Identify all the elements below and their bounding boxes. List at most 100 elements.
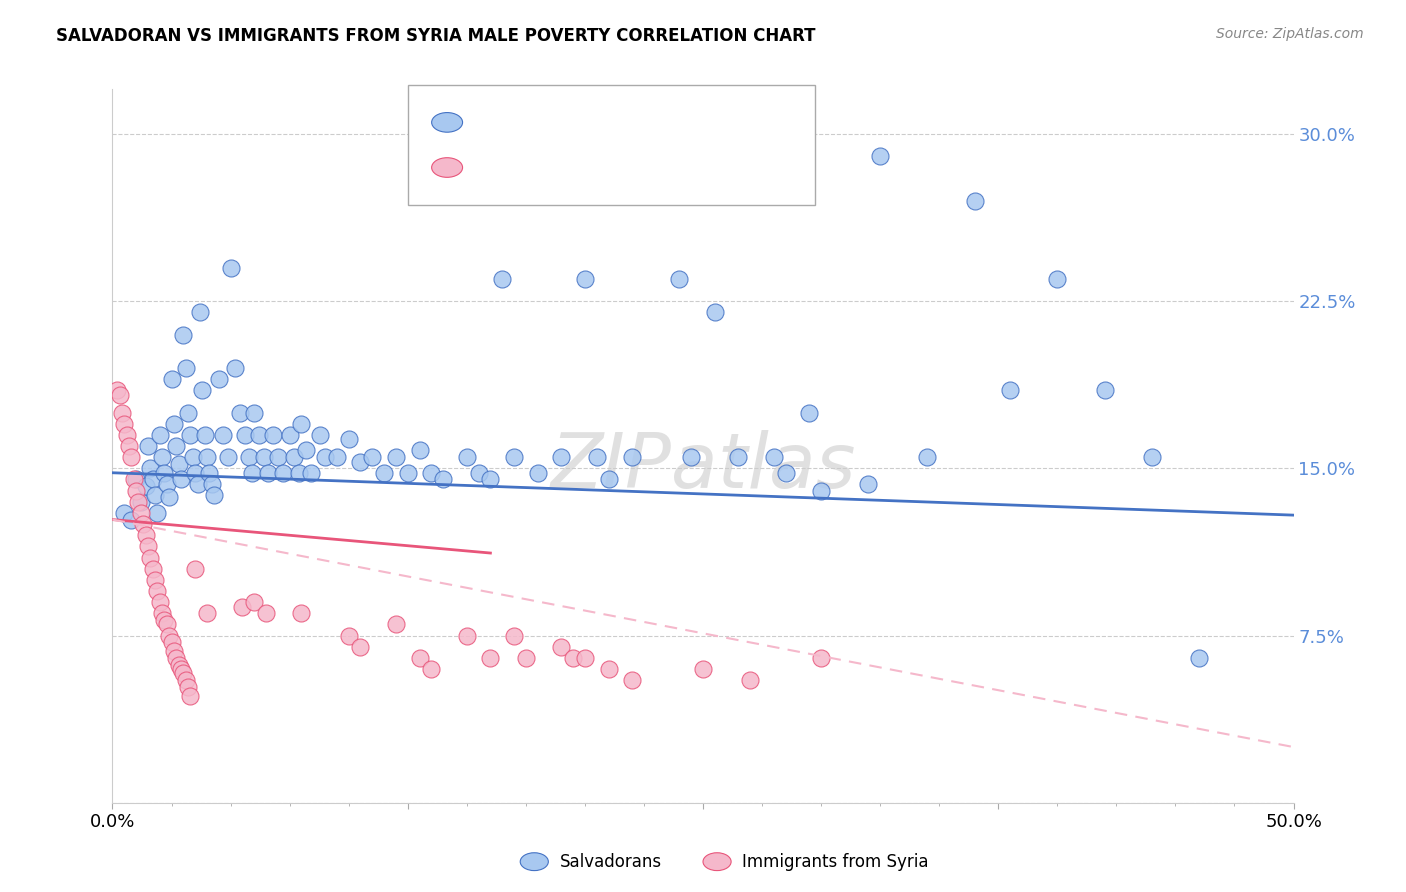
Point: [202, 488, 225, 502]
Point: [243, 595, 266, 609]
Point: [150, 607, 173, 621]
Point: [326, 450, 349, 465]
Point: [153, 466, 176, 480]
Point: [295, 443, 318, 458]
Point: [337, 628, 360, 642]
Point: [267, 450, 290, 465]
Point: [703, 305, 725, 319]
Point: [120, 450, 142, 465]
Point: [111, 405, 134, 420]
Point: [288, 466, 311, 480]
Point: [283, 450, 305, 465]
Point: [179, 427, 201, 442]
Point: [127, 494, 149, 508]
Point: [208, 372, 231, 386]
Point: [598, 473, 620, 487]
Point: [122, 473, 145, 487]
Point: [120, 512, 142, 526]
Point: [172, 666, 194, 681]
Point: [243, 405, 266, 420]
Point: [762, 450, 785, 465]
Point: [491, 271, 513, 285]
Point: [160, 635, 183, 649]
Point: [479, 651, 502, 665]
Point: [143, 573, 166, 587]
Point: [139, 461, 162, 475]
Point: [396, 466, 419, 480]
Point: [1094, 384, 1116, 398]
Point: [112, 417, 135, 431]
Point: [156, 617, 179, 632]
Point: [681, 450, 703, 465]
Point: [799, 405, 821, 420]
Point: [254, 607, 277, 621]
Point: [167, 657, 190, 672]
Point: [132, 517, 155, 532]
Point: [135, 528, 157, 542]
Point: [231, 599, 253, 614]
Point: [115, 427, 138, 442]
Point: [165, 651, 187, 665]
Point: [585, 450, 607, 465]
Point: [167, 457, 190, 471]
Point: [184, 562, 207, 576]
Point: [361, 450, 384, 465]
Point: [240, 466, 263, 480]
Point: [574, 271, 596, 285]
Point: [1140, 450, 1163, 465]
Point: [170, 662, 193, 676]
Point: [247, 427, 270, 442]
Text: R =: R =: [472, 113, 509, 131]
Point: [1188, 651, 1211, 665]
Point: [373, 466, 395, 480]
Point: [278, 427, 301, 442]
Text: N =: N =: [626, 113, 662, 131]
Point: [129, 506, 152, 520]
Point: [160, 372, 183, 386]
Text: 57: 57: [661, 159, 682, 177]
Point: [408, 443, 430, 458]
Point: [184, 466, 207, 480]
Point: [963, 194, 986, 208]
Point: [598, 662, 620, 676]
Point: [149, 595, 172, 609]
Point: [149, 427, 172, 442]
Point: [142, 562, 165, 576]
Text: R =: R =: [472, 159, 509, 177]
Point: [810, 483, 832, 498]
Point: [129, 494, 152, 508]
Point: [420, 662, 443, 676]
Point: [136, 439, 159, 453]
Point: [467, 466, 489, 480]
Point: [186, 476, 208, 491]
Point: [118, 439, 141, 453]
Point: [262, 427, 284, 442]
Text: ZIPatlas: ZIPatlas: [550, 431, 856, 504]
Text: -0.108: -0.108: [510, 159, 564, 177]
Point: [195, 607, 218, 621]
Point: [212, 427, 235, 442]
Point: [174, 673, 197, 687]
Point: [299, 466, 322, 480]
Point: [233, 427, 256, 442]
Point: [574, 651, 596, 665]
Point: [150, 450, 173, 465]
Text: Source: ZipAtlas.com: Source: ZipAtlas.com: [1216, 27, 1364, 41]
Point: [479, 473, 502, 487]
Point: [229, 405, 252, 420]
Point: [139, 550, 162, 565]
Text: Salvadorans: Salvadorans: [560, 853, 662, 871]
Point: [181, 450, 204, 465]
Point: [179, 689, 201, 703]
Point: [337, 433, 360, 447]
Point: [562, 651, 585, 665]
Point: [349, 455, 371, 469]
Point: [201, 476, 224, 491]
Point: [692, 662, 714, 676]
Text: N =: N =: [626, 159, 662, 177]
Point: [165, 439, 187, 453]
Point: [198, 466, 221, 480]
Point: [105, 384, 128, 398]
Point: [188, 305, 211, 319]
Point: [217, 450, 239, 465]
